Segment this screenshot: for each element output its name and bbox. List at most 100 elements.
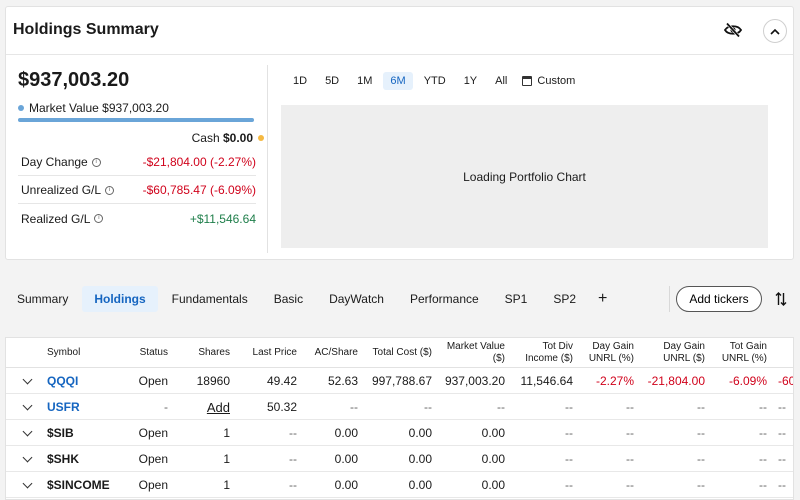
holdings-summary-card: Holdings Summary $937,003.20 Market Valu… [5, 6, 794, 260]
symbol-cell: $SINCOME [47, 478, 110, 492]
chevron-down-icon [22, 478, 33, 489]
symbol-cell[interactable]: QQQI [47, 374, 79, 388]
last-price-cell: -- [289, 452, 297, 466]
add-tickers-button[interactable]: Add tickers [676, 286, 762, 312]
tot-gain-pct-cell: -- [759, 478, 767, 492]
col-shares[interactable]: Shares [198, 347, 230, 358]
panel-divider [267, 65, 268, 253]
expand-row-button[interactable] [22, 394, 38, 420]
tot-gain-pct-cell: -- [759, 426, 767, 440]
range-1y[interactable]: 1Y [463, 75, 478, 87]
day-gain-usd-cell: -- [697, 478, 705, 492]
market-value-cell: 0.00 [481, 426, 505, 440]
status-cell: - [164, 400, 168, 414]
market-value-cell: 0.00 [481, 478, 505, 492]
tab-basic[interactable]: Basic [273, 292, 304, 306]
market-value-cell: 937,003.20 [444, 374, 505, 388]
tot-gain-usd-cell: -- [778, 426, 786, 440]
tab-fundamentals[interactable]: Fundamentals [171, 292, 248, 306]
col-last-price[interactable]: Last Price [252, 347, 297, 358]
collapse-button[interactable] [763, 19, 787, 43]
chevron-down-icon [22, 374, 33, 385]
status-cell: Open [138, 478, 168, 492]
table-row[interactable]: $SHK Open 1 -- 0.00 0.00 0.00 -- -- -- -- -- [6, 446, 793, 472]
market-value-cell: 0.00 [481, 452, 505, 466]
tot-gain-usd-cell: -- [778, 478, 786, 492]
cash-label: Cash [191, 131, 220, 145]
col-tot-gain-pct[interactable]: Tot Gain UNRL (%) [721, 341, 767, 364]
tab-holdings[interactable]: Holdings [82, 286, 158, 312]
cash-dot [258, 135, 264, 141]
info-icon[interactable]: i [94, 214, 104, 223]
shares-cell: 18960 [196, 374, 230, 388]
chevron-down-icon [22, 400, 33, 411]
range-ytd[interactable]: YTD [423, 75, 446, 87]
stat-label: Realized G/L [21, 211, 91, 226]
tot-div-income-cell: -- [565, 426, 573, 440]
cash-legend: Cash $0.00 [18, 131, 264, 145]
symbol-cell[interactable]: USFR [47, 400, 80, 414]
total-cost-cell: 0.00 [408, 426, 432, 440]
tot-gain-pct-cell: -6.09% [728, 374, 767, 388]
day-gain-usd-cell: -- [697, 400, 705, 414]
table-row[interactable]: $SINCOME Open 1 -- 0.00 0.00 0.00 -- -- -- -- -- [6, 472, 793, 498]
range-all[interactable]: All [495, 75, 508, 87]
info-icon[interactable]: i [105, 185, 115, 195]
col-symbol[interactable]: Symbol [47, 347, 81, 358]
ac-share-cell: 0.00 [334, 452, 358, 466]
range-custom[interactable]: Custom [522, 75, 575, 87]
chevron-up-icon [770, 28, 780, 35]
tab-sp1[interactable]: SP1 [504, 292, 528, 306]
table-row[interactable]: USFR - Add 50.32 -- -- -- -- -- -- -- -- [6, 394, 793, 420]
chevron-down-icon [22, 452, 33, 463]
market-value-total: $937,003.20 [18, 69, 130, 91]
col-status[interactable]: Status [139, 347, 168, 358]
shares-cell: 1 [223, 426, 230, 440]
tot-gain-pct-cell: -- [759, 452, 767, 466]
col-day-gain-pct[interactable]: Day Gain UNRL (%) [588, 341, 634, 364]
expand-row-button[interactable] [22, 472, 38, 498]
table-row[interactable]: QQQI Open 18960 49.42 52.63 997,788.67 937,003… [6, 368, 793, 394]
range-6m[interactable]: 6M [383, 72, 413, 90]
col-ac-share[interactable]: AC/Share [314, 347, 358, 358]
add-view-button[interactable]: + [598, 290, 608, 307]
expand-row-button[interactable] [22, 446, 38, 472]
chart-loading-text: Loading Portfolio Chart [463, 169, 586, 184]
total-cost-cell: 997,788.67 [371, 374, 432, 388]
range-1m[interactable]: 1M [357, 75, 373, 87]
tab-performance[interactable]: Performance [409, 292, 479, 306]
last-price-cell: 49.42 [266, 374, 297, 388]
ac-share-cell: 0.00 [334, 426, 358, 440]
chevron-down-icon [22, 426, 33, 437]
calendar-icon [522, 76, 533, 86]
col-day-gain-usd[interactable]: Day Gain UNRL ($) [663, 341, 705, 364]
status-cell: Open [138, 374, 168, 388]
market-value-amount: $937,003.20 [102, 101, 169, 115]
last-price-cell: 50.32 [266, 400, 297, 414]
table-row[interactable]: $SIB Open 1 -- 0.00 0.00 0.00 -- -- -- -- -- [6, 420, 793, 446]
total-cost-cell: -- [424, 400, 432, 414]
info-icon[interactable]: i [91, 157, 101, 167]
expand-row-button[interactable] [22, 420, 38, 446]
stat-label: Unrealized G/L [21, 183, 102, 197]
expand-row-button[interactable] [22, 368, 38, 394]
status-cell: Open [138, 452, 168, 466]
day-gain-usd-cell: -21,804.00 [647, 374, 705, 388]
range-5d[interactable]: 5D [325, 75, 340, 87]
ac-share-cell: 0.00 [334, 478, 358, 492]
tab-sp2[interactable]: SP2 [553, 292, 577, 306]
range-1d[interactable]: 1D [293, 75, 308, 87]
col-tot-div-income[interactable]: Tot Div Income ($) [525, 341, 573, 364]
status-cell: Open [138, 426, 168, 440]
sort-button[interactable] [773, 291, 789, 307]
shares-cell[interactable]: Add [206, 399, 230, 415]
col-total-cost[interactable]: Total Cost ($) [372, 347, 432, 358]
col-market-value[interactable]: Market Value ($) [446, 341, 505, 364]
tot-gain-usd-cell: -- [778, 400, 786, 414]
tot-gain-pct-cell: -- [759, 400, 767, 414]
day-gain-pct-cell: -- [626, 426, 634, 440]
tab-daywatch[interactable]: DayWatch [329, 292, 384, 306]
day-gain-pct-cell: -- [626, 478, 634, 492]
tab-summary[interactable]: Summary [17, 292, 69, 306]
hide-values-button[interactable] [722, 19, 744, 41]
